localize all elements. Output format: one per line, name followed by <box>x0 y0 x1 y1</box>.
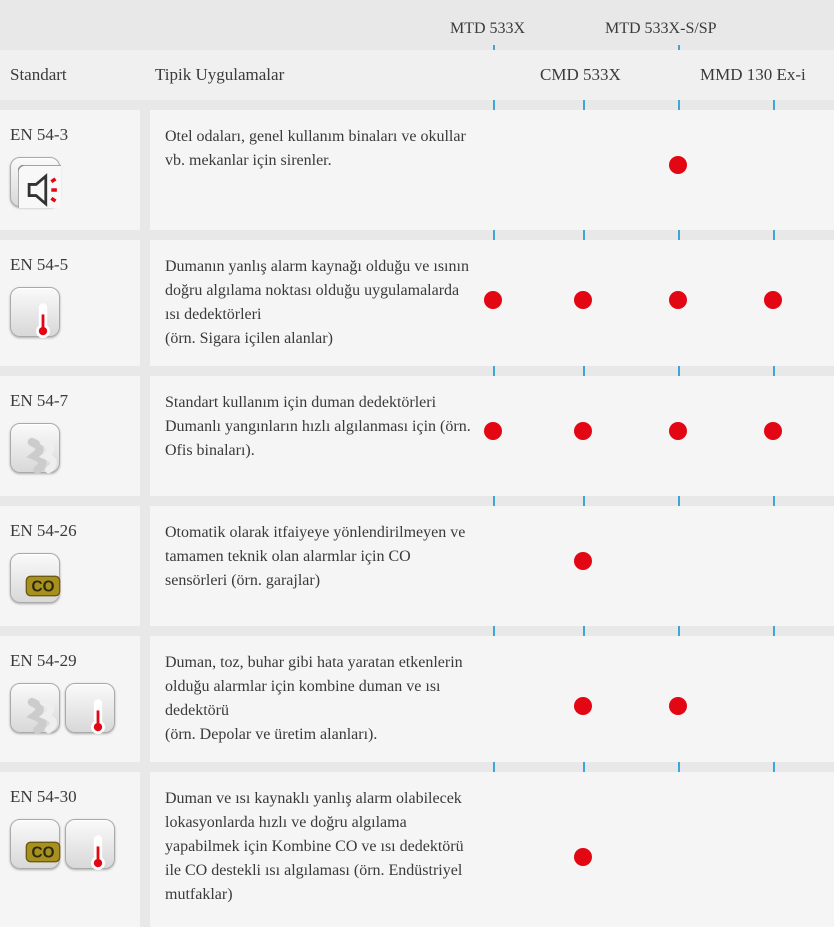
standard-label: EN 54-3 <box>10 125 130 145</box>
standard-cell: EN 54-5 <box>0 240 140 366</box>
feature-dot <box>669 156 687 174</box>
application-cell: Otomatik olarak itfaiyeye yönlendirilmey… <box>150 506 834 626</box>
smoke-icon <box>10 423 60 473</box>
standard-cell: EN 54-30 <box>0 772 140 927</box>
application-cell: Duman ve ısı kaynaklı yanlış alarm olabi… <box>150 772 834 927</box>
standard-label: EN 54-5 <box>10 255 130 275</box>
speaker-icon <box>10 157 60 207</box>
smoke-icon <box>10 683 60 733</box>
table-row: EN 54-3 Otel odaları, genel kullanım bina… <box>0 110 834 230</box>
application-cell: Standart kullanım için duman dedektörler… <box>150 376 834 496</box>
table-row: EN 54-29 Duman, toz, buhar gibi hata yara… <box>0 636 834 762</box>
table-row: EN 54-5 Dumanın yanlış alarm kaynağı oldu… <box>0 240 834 366</box>
application-text: Otel odaları, genel kullanım binaları ve… <box>165 125 475 173</box>
thermo-icon <box>65 819 115 869</box>
table-row: EN 54-7 Standart kullanım için duman dede… <box>0 376 834 496</box>
feature-dot <box>669 697 687 715</box>
header-mtd533x-ssp: MTD 533X-S/SP <box>605 20 717 38</box>
standard-label: EN 54-29 <box>10 651 130 671</box>
header-applications: Tipik Uygulamalar <box>155 65 284 85</box>
application-cell: Duman, toz, buhar gibi hata yaratan etke… <box>150 636 834 762</box>
table-row: EN 54-30 Duman ve ısı kaynaklı yanlış ala… <box>0 772 834 927</box>
thermo-icon <box>10 287 60 337</box>
top-headers: MTD 533X MTD 533X-S/SP <box>0 0 834 50</box>
feature-dot <box>764 291 782 309</box>
feature-dot <box>574 848 592 866</box>
standard-cell: EN 54-26 <box>0 506 140 626</box>
standard-cell: EN 54-3 <box>0 110 140 230</box>
header-mtd533x: MTD 533X <box>450 20 525 38</box>
application-cell: Otel odaları, genel kullanım binaları ve… <box>150 110 834 230</box>
table-container: MTD 533X MTD 533X-S/SP Standart Tipik Uy… <box>0 0 834 927</box>
standard-label: EN 54-26 <box>10 521 130 541</box>
standard-cell: EN 54-7 <box>0 376 140 496</box>
feature-dot <box>484 291 502 309</box>
feature-dot <box>574 552 592 570</box>
table-row: EN 54-26 Otomatik olarak itfaiyeye yönlen… <box>0 506 834 626</box>
header-cmd533x: CMD 533X <box>540 65 621 85</box>
feature-dot <box>764 422 782 440</box>
application-text: Otomatik olarak itfaiyeye yönlendirilmey… <box>165 521 475 593</box>
feature-dot <box>669 422 687 440</box>
feature-dot <box>574 291 592 309</box>
feature-dot <box>574 697 592 715</box>
header-standard: Standart <box>10 65 67 85</box>
co-icon <box>10 819 60 869</box>
standard-cell: EN 54-29 <box>0 636 140 762</box>
application-cell: Dumanın yanlış alarm kaynağı olduğu ve ı… <box>150 240 834 366</box>
standard-label: EN 54-7 <box>10 391 130 411</box>
thermo-icon <box>65 683 115 733</box>
standard-label: EN 54-30 <box>10 787 130 807</box>
table-rows: EN 54-3 Otel odaları, genel kullanım bina… <box>0 110 834 927</box>
feature-dot <box>669 291 687 309</box>
application-text: Dumanın yanlış alarm kaynağı olduğu ve ı… <box>165 255 475 351</box>
application-text: Duman, toz, buhar gibi hata yaratan etke… <box>165 651 475 747</box>
application-text: Standart kullanım için duman dedektörler… <box>165 391 475 463</box>
application-text: Duman ve ısı kaynaklı yanlış alarm olabi… <box>165 787 475 907</box>
feature-dot <box>574 422 592 440</box>
header-mmd130: MMD 130 Ex-i <box>700 65 806 85</box>
feature-dot <box>484 422 502 440</box>
co-icon <box>10 553 60 603</box>
main-headers: Standart Tipik Uygulamalar CMD 533X MMD … <box>0 50 834 100</box>
